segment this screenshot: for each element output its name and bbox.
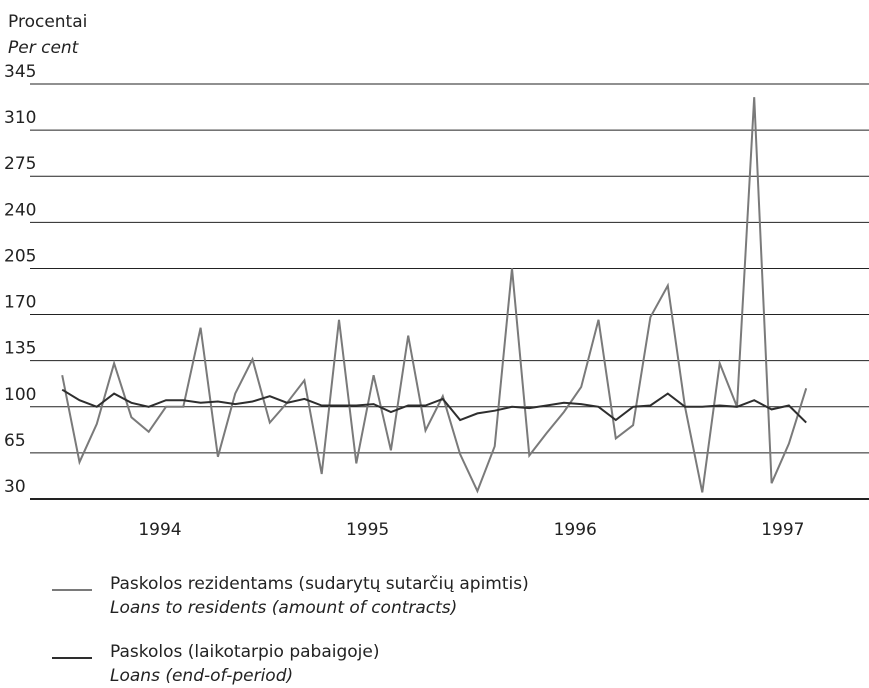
x-tick-label: 1995 [346, 520, 389, 540]
y-tick-label: 345 [4, 62, 36, 82]
x-tick-label: 1996 [554, 520, 597, 540]
y-tick-label: 170 [4, 293, 36, 313]
line-series [61, 97, 808, 494]
y-tick-label: 100 [4, 385, 36, 405]
y-tick-label: 135 [4, 339, 36, 359]
legend-label-en: Loans to residents (amount of contracts) [110, 598, 457, 618]
y-label-en: Per cent [8, 38, 80, 58]
legend-label: Paskolos rezidentams (sudarytų sutarčių … [110, 574, 529, 594]
y-tick-label: 30 [4, 477, 26, 497]
y-tick-label: 275 [4, 154, 36, 174]
y-tick-label: 205 [4, 246, 36, 266]
x-tick-label: 1994 [138, 520, 181, 540]
legend-label: Paskolos (laikotarpio pabaigoje) [110, 642, 379, 662]
y-tick-label: 65 [4, 431, 26, 451]
y-tick-label: 310 [4, 108, 36, 128]
legend-label-en: Loans (end-of-period) [110, 666, 293, 686]
line-series [61, 388, 807, 424]
y-tick-label: 240 [4, 200, 36, 220]
x-tick-label: 1997 [761, 520, 804, 540]
y-label: Procentai [8, 12, 87, 32]
